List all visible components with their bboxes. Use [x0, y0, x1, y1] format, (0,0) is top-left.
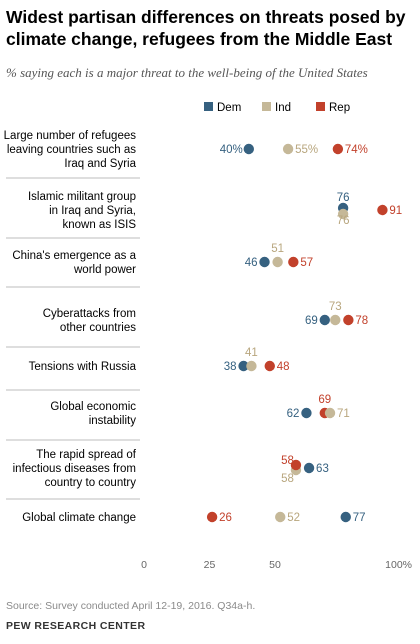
dot-ind — [272, 256, 283, 268]
value-label-dem: 40% — [220, 144, 243, 156]
category-label: infectious diseases from — [13, 463, 136, 475]
value-label-dem: 63 — [316, 463, 329, 475]
category-label: instability — [89, 415, 137, 427]
dot-dem — [238, 360, 249, 372]
value-label-ind: 51 — [271, 243, 284, 255]
value-label-ind: 41 — [245, 347, 258, 359]
category-label: in Iraq and Syria, — [49, 205, 136, 217]
dot-dem — [319, 314, 330, 326]
value-label-dem: 62 — [287, 408, 300, 420]
category-label: world power — [73, 264, 136, 276]
dot-rep — [288, 256, 299, 268]
value-label-rep: 58 — [281, 455, 294, 467]
category-label: Iraq and Syria — [64, 158, 136, 170]
value-label-rep: 48 — [277, 361, 290, 373]
category-label: Large number of refugees — [4, 130, 137, 142]
dot-dem — [243, 143, 254, 155]
value-label-ind: 55% — [295, 144, 318, 156]
value-label-dem: 38 — [224, 361, 237, 373]
dot-dem — [303, 462, 315, 474]
category-label: Global economic — [50, 401, 136, 413]
category-label: leaving countries such as — [7, 144, 136, 156]
category-label: The rapid spread of — [36, 449, 137, 461]
source-note: Source: Survey conducted April 12-19, 20… — [6, 600, 256, 612]
chart-title: Widest partisan differences on threats p… — [6, 7, 406, 49]
value-label-rep: 78 — [355, 315, 368, 327]
value-label-dem: 76 — [337, 192, 350, 204]
chart-subtitle: % saying each is a major threat to the w… — [6, 65, 368, 80]
dot-dem — [259, 256, 270, 268]
category-label: Global climate change — [22, 512, 136, 524]
category-label: China's emergence as a — [12, 250, 136, 262]
legend-swatch-rep — [316, 102, 325, 111]
value-label-rep: 69 — [318, 394, 331, 406]
value-label-ind: 58 — [281, 473, 294, 485]
value-label-ind: 52 — [287, 512, 300, 524]
category-label: Islamic militant group — [28, 191, 136, 203]
dot-rep — [264, 360, 275, 372]
category-label: country to country — [45, 477, 137, 489]
dot-rep — [290, 459, 302, 471]
x-tick-label: 100% — [385, 559, 412, 571]
legend-swatch-ind — [262, 102, 271, 111]
value-label-dem: 77 — [353, 512, 366, 524]
dot-dem — [340, 511, 351, 523]
legend-label-ind: Ind — [275, 102, 291, 114]
category-label: Cyberattacks from — [43, 308, 136, 320]
x-tick-label: 0 — [141, 559, 147, 571]
value-label-rep: 74% — [345, 144, 368, 156]
dot-rep — [377, 204, 388, 216]
dot-dem — [301, 407, 312, 419]
dot-ind — [337, 208, 349, 220]
organization-name: PEW RESEARCH CENTER — [6, 620, 146, 632]
dot-rep — [206, 511, 218, 523]
category-label: other countries — [60, 322, 136, 334]
value-label-dem: 69 — [305, 315, 318, 327]
legend-label-rep: Rep — [329, 102, 350, 114]
value-label-rep: 57 — [300, 257, 313, 269]
value-label-rep: 26 — [219, 512, 232, 524]
dot-ind — [330, 314, 341, 326]
category-label: Tensions with Russia — [29, 361, 137, 373]
dot-ind — [282, 143, 294, 155]
value-label-rep: 91 — [389, 205, 402, 217]
value-label-ind: 71 — [337, 408, 350, 420]
dot-ind — [246, 360, 257, 372]
legend-label-dem: Dem — [217, 102, 241, 114]
dot-ind — [275, 511, 286, 523]
x-tick-label: 25 — [204, 559, 216, 571]
value-label-ind: 73 — [329, 301, 342, 313]
legend-swatch-dem — [204, 102, 213, 111]
dot-ind — [324, 407, 336, 419]
dot-rep — [332, 143, 344, 155]
value-label-ind: 76 — [337, 215, 350, 227]
dot-rep — [343, 314, 354, 326]
x-tick-label: 50 — [269, 559, 281, 571]
category-label: known as ISIS — [62, 219, 136, 231]
value-label-dem: 46 — [245, 257, 258, 269]
